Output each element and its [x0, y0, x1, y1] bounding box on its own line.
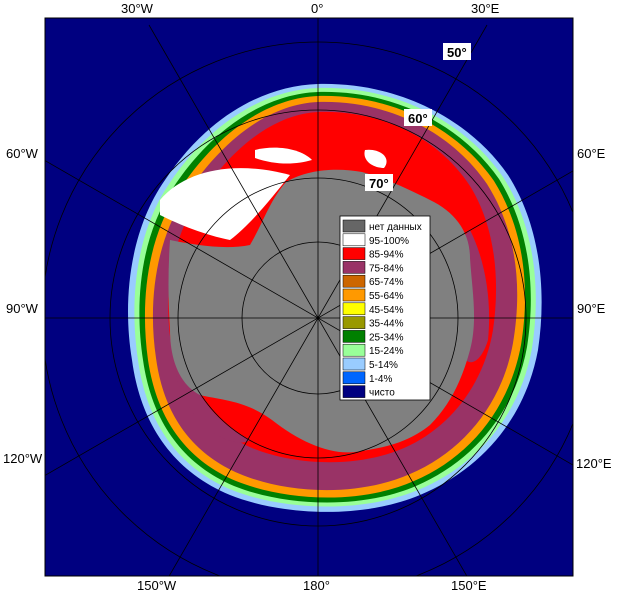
legend-label: нет данных [369, 222, 422, 233]
lat50-box [443, 43, 471, 60]
legend-label: 45-54% [369, 305, 404, 316]
lat70-box [365, 174, 393, 191]
legend-swatch [342, 302, 366, 316]
label-60e-right: 60°E [577, 146, 606, 161]
legend-label: 65-74% [369, 277, 404, 288]
legend-swatch [342, 385, 366, 398]
label-90e-right: 90°E [577, 301, 606, 316]
legend-swatch [342, 357, 366, 371]
label-180-bottom: 180° [303, 578, 330, 593]
legend-label: 75-84% [369, 263, 404, 274]
legend-label: 15-24% [369, 346, 404, 357]
meridian-60e-120w [45, 170, 573, 476]
lat60-box [404, 109, 432, 126]
label-0-top: 0° [311, 1, 323, 16]
legend-label: 85-94% [369, 250, 404, 261]
legend-label: чисто [369, 388, 395, 399]
latitude-labels: 50° 60° 70° [365, 43, 471, 191]
lat70-label: 70° [369, 176, 389, 191]
legend-label: 25-34% [369, 332, 404, 343]
legend-swatch [342, 288, 366, 302]
lat60-label: 60° [408, 111, 428, 126]
legend-label: 35-44% [369, 319, 404, 330]
label-120w-left: 120°W [3, 451, 43, 466]
lat50-label: 50° [447, 45, 467, 60]
legend-swatch [342, 343, 366, 357]
legend-label: 55-64% [369, 291, 404, 302]
ice-95-100-patch-ne [364, 149, 387, 168]
label-120e-right: 120°E [576, 456, 612, 471]
legend-swatch [342, 247, 366, 260]
legend-swatch [342, 233, 366, 247]
ice-95-100-weddell [160, 168, 290, 240]
legend-label: 5-14% [369, 360, 398, 371]
legend-label: 1-4% [369, 374, 392, 385]
legend-swatch [342, 219, 366, 233]
legend-swatch [342, 261, 366, 274]
label-30e-top: 30°E [471, 1, 500, 16]
legend-swatch [342, 330, 366, 343]
ice-95-100-patch-north [255, 147, 312, 164]
label-60w-left: 60°W [6, 146, 39, 161]
legend-swatch [342, 274, 366, 288]
legend: нет данных 95-100% 85-94% 75-84% 65-74% 55-64… [339, 215, 431, 401]
legend-label: 95-100% [369, 236, 409, 247]
legend-swatch [342, 371, 366, 385]
legend-swatch [342, 316, 366, 329]
label-30w-top: 30°W [121, 1, 154, 16]
meridian-labels: 30°W 0° 30°E 60°W 90°W 120°W 60°E 90°E 1… [3, 1, 612, 593]
label-150w-bottom: 150°W [137, 578, 177, 593]
label-90w-left: 90°W [6, 301, 39, 316]
label-150e-bottom: 150°E [451, 578, 487, 593]
